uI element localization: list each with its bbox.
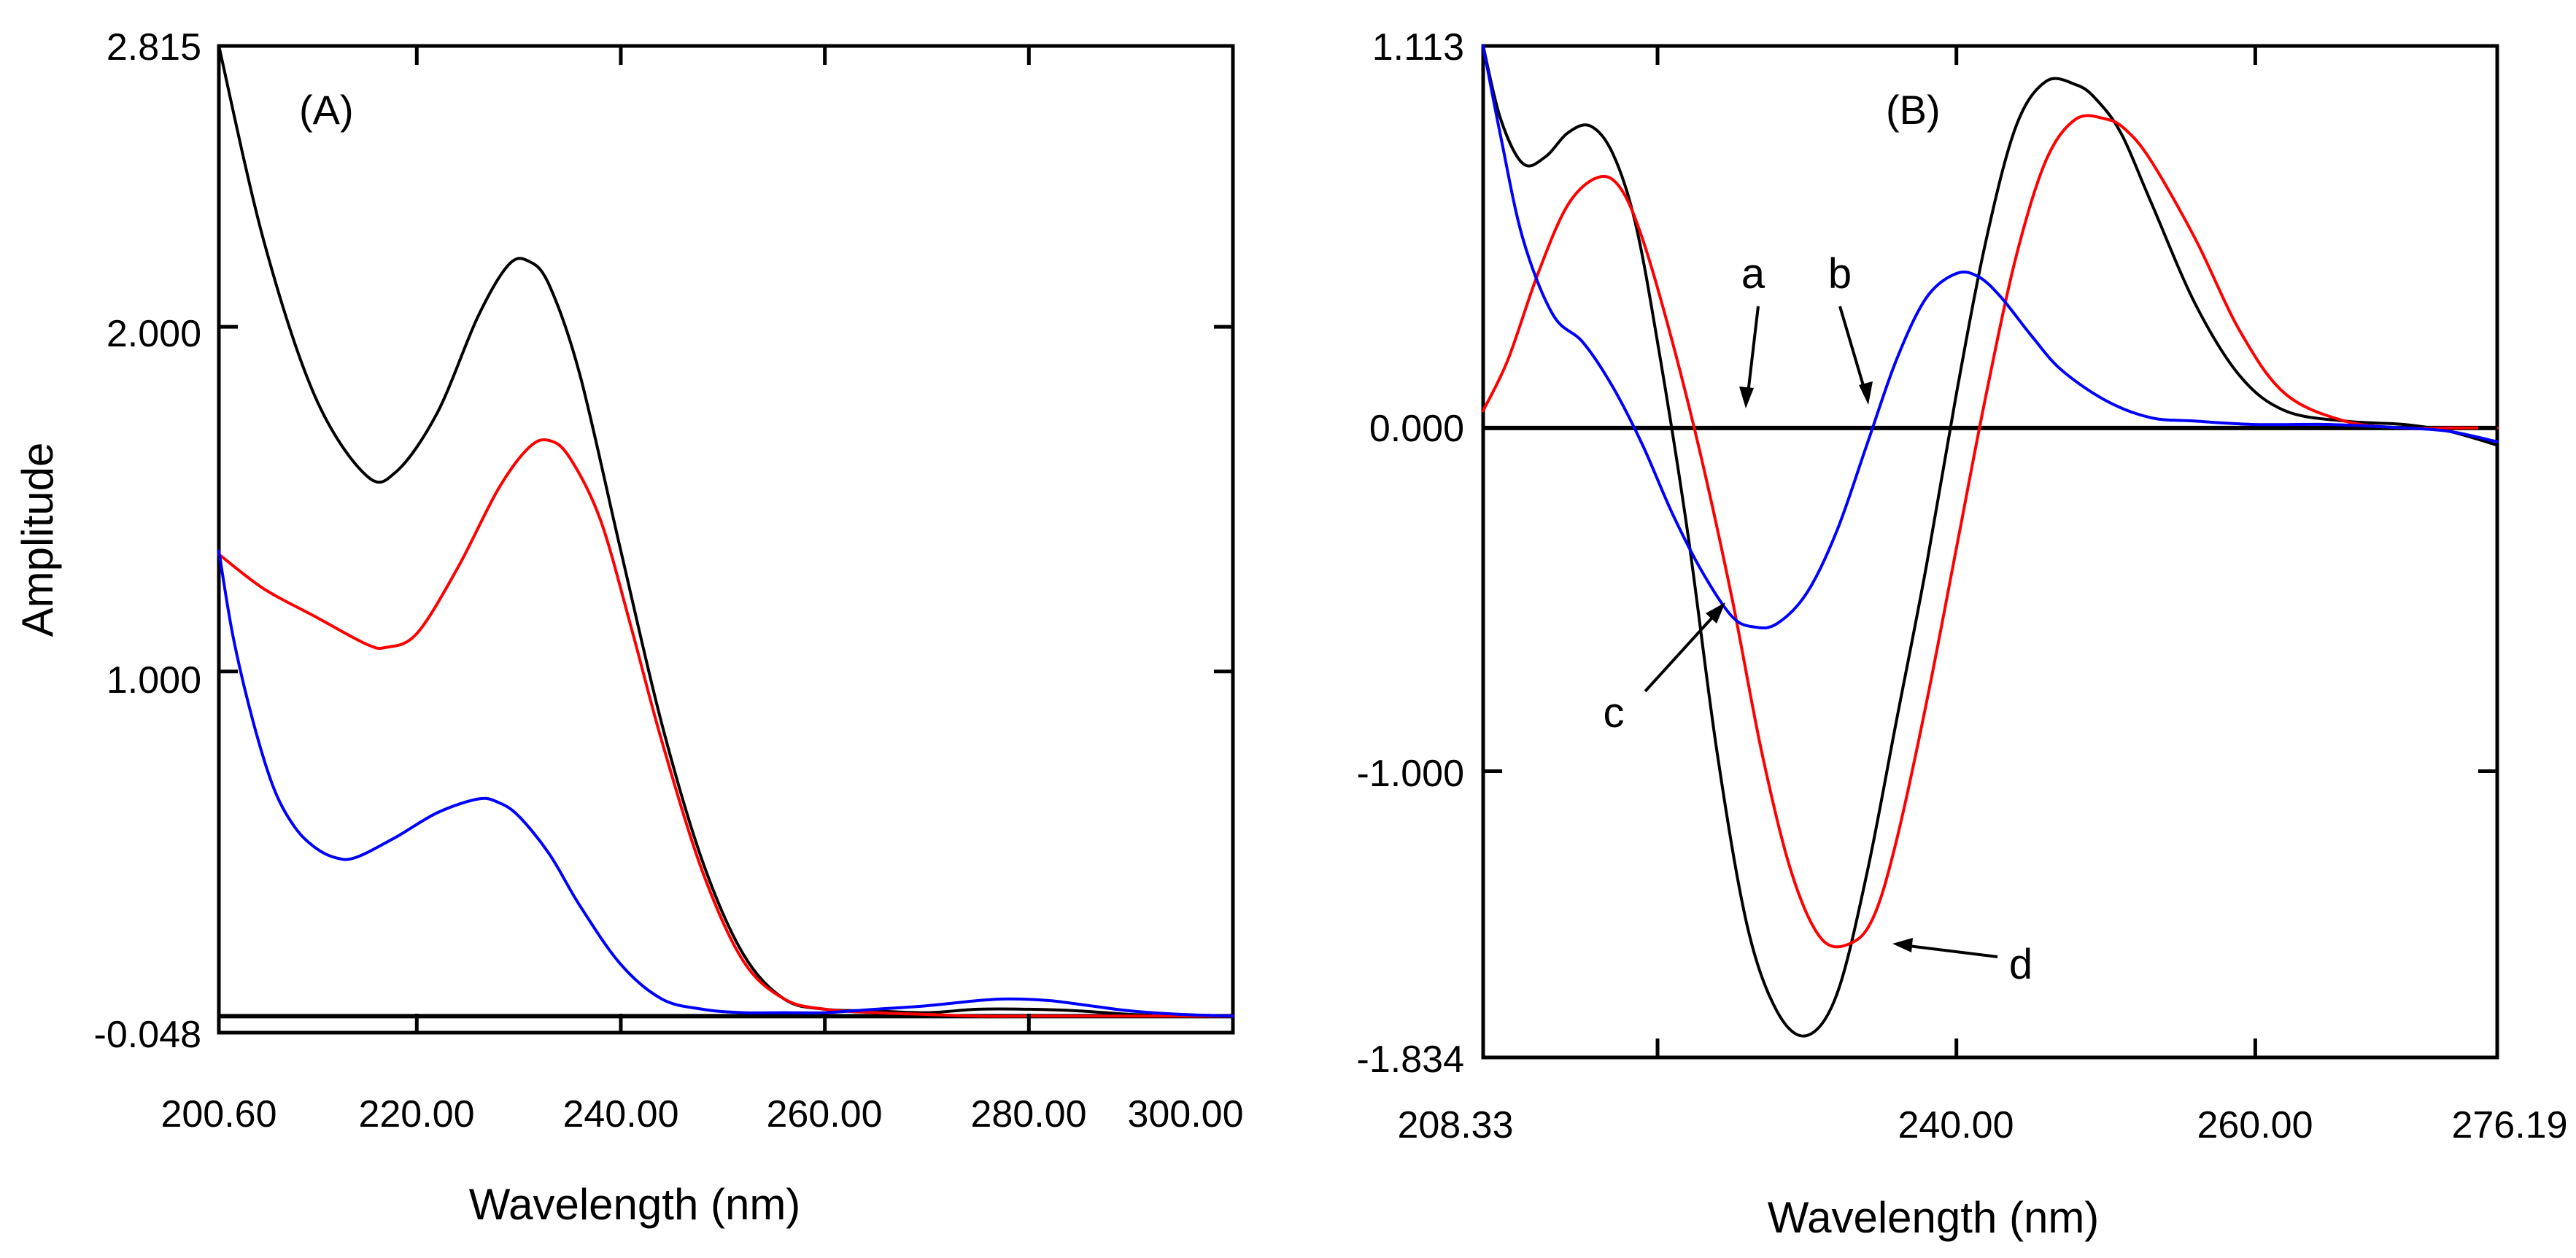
panel-a-y-tick-label: -0.048	[94, 1014, 201, 1056]
panel-b-y-tick-label: -1.000	[1357, 753, 1464, 795]
panel-a-x-tick-label: 220.00	[358, 1093, 474, 1135]
annotation-a-arrow	[1746, 306, 1760, 400]
panel-a-x-tick-label: 240.00	[562, 1093, 678, 1135]
panel-a-y-tick-label: 2.815	[107, 26, 201, 69]
panel-a-x-tick-label: 280.00	[970, 1093, 1086, 1135]
panel-b-y-tick-label: 1.113	[1372, 26, 1464, 69]
annotation-d-arrowhead	[1892, 938, 1913, 952]
panel-b-series-blue	[1482, 44, 2499, 630]
panel-a-x-tick-label: 200.60	[160, 1093, 276, 1135]
annotation-c-arrowhead	[1706, 602, 1725, 624]
panel-a-x-axis-title: Wavelength (nm)	[469, 1180, 801, 1229]
panel-b-x-tick-label: 276.19	[2451, 1104, 2567, 1146]
annotation-b: b	[1828, 250, 1852, 298]
annotation-d: d	[2009, 941, 2032, 988]
panel-a-x-tick-label: 300.00	[1127, 1093, 1243, 1135]
annotation-b-arrowhead	[1859, 381, 1873, 405]
panel-a-series-blue	[217, 549, 1234, 1018]
panel-b-series-group	[1482, 44, 2499, 1038]
panel-a-series-red	[217, 438, 1234, 1018]
panel-a-y-tick-label: 1.000	[107, 659, 201, 702]
annotation-a: a	[1741, 250, 1765, 298]
panel-b-series-red	[1482, 114, 2499, 949]
panel-b-x-axis-title: Wavelength (nm)	[1768, 1193, 2100, 1242]
annotation-d-arrow	[1902, 944, 1998, 958]
panel-b-y-tick-label: 0.000	[1369, 408, 1464, 450]
panel-a-title: (A)	[299, 87, 354, 133]
panel-a-y-axis-title: Amplitude	[13, 443, 62, 637]
panel-a-frame	[217, 44, 1235, 1035]
panel-b-title: (B)	[1886, 87, 1941, 133]
panel-b-tick-group	[1483, 46, 2497, 1057]
panel-b-x-tick-label: 208.33	[1397, 1104, 1513, 1146]
panel-b-x-tick-label: 260.00	[2197, 1104, 2313, 1146]
annotation-c: c	[1604, 689, 1625, 737]
panel-b: (B) 1.113 0.000 -1.000 -1.834 208.33 240…	[1357, 26, 2568, 1242]
panel-a: (A) 2.815 2.000 1.000 -0.048 200.60 220.…	[13, 26, 1244, 1229]
panel-a-x-tick-label: 260.00	[766, 1093, 882, 1135]
panel-a-series-group	[217, 44, 1234, 1018]
panel-a-y-tick-label: 2.000	[107, 313, 201, 355]
annotation-a-arrowhead	[1739, 387, 1754, 408]
annotation-c-arrow	[1644, 610, 1720, 693]
panel-b-y-tick-label: -1.834	[1357, 1038, 1464, 1081]
panel-b-frame	[1481, 44, 2499, 1060]
annotation-b-arrow	[1838, 306, 1868, 396]
panel-a-series-black	[217, 44, 1234, 1018]
panel-b-x-tick-label: 240.00	[1898, 1104, 2014, 1146]
panel-a-tick-group	[219, 46, 1233, 1033]
panel-b-series-black	[1482, 44, 2499, 1038]
